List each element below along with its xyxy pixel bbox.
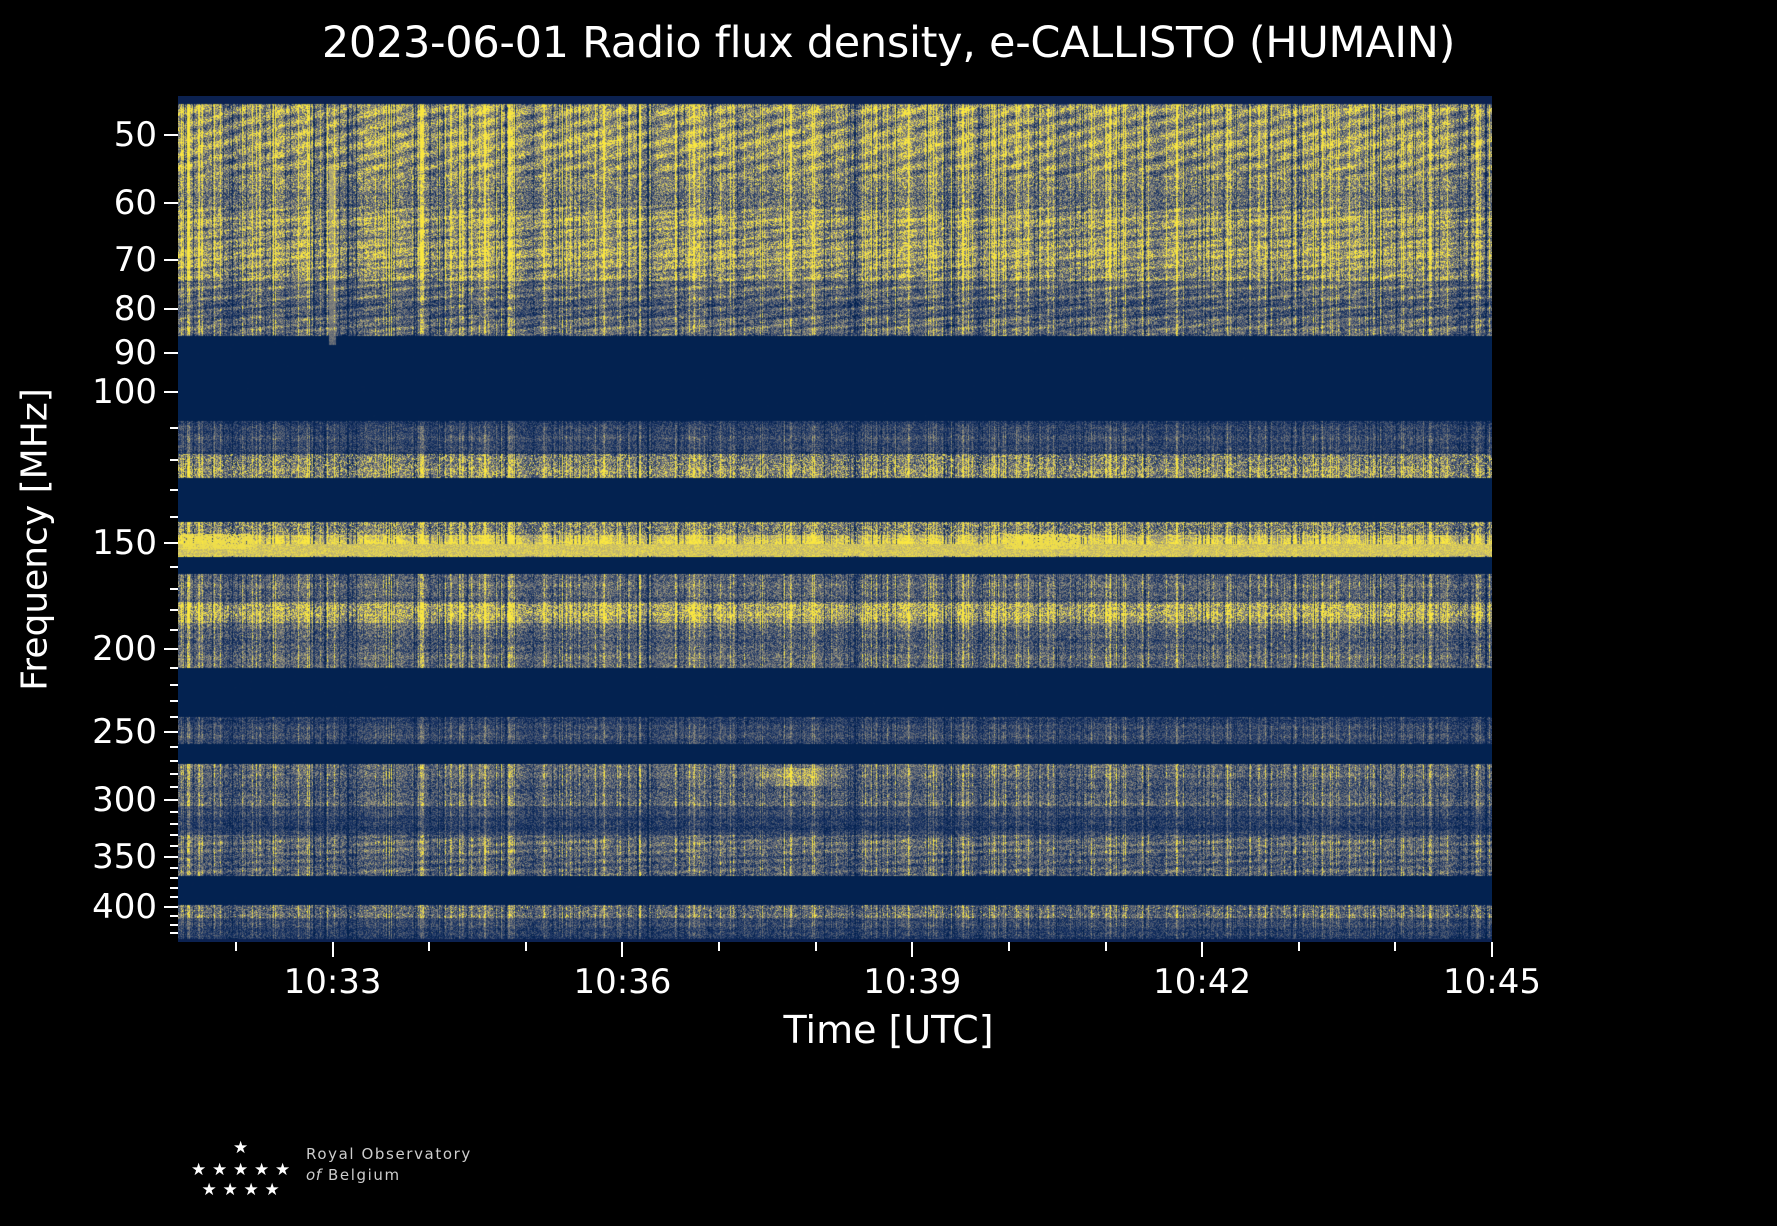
- y-tick-minor: [170, 629, 178, 632]
- logo-star: ★: [222, 1180, 238, 1200]
- y-tick-label-250: 250: [92, 712, 157, 753]
- y-tick-minor: [170, 759, 178, 762]
- spectrogram-image: [178, 96, 1492, 942]
- x-tick-label-10-33: 10:33: [283, 962, 382, 1002]
- x-tick-minor: [814, 942, 817, 951]
- y-tick-label-150: 150: [92, 522, 157, 563]
- logo-star: ★: [264, 1180, 280, 1200]
- logo-star: ★: [191, 1160, 207, 1180]
- logo-of-word: of: [306, 1166, 322, 1184]
- y-tick-minor: [170, 866, 178, 869]
- x-tick-label-10-42: 10:42: [1153, 962, 1252, 1002]
- x-tick-minor: [718, 942, 721, 951]
- y-tick-400: [164, 905, 178, 908]
- y-tick-minor: [170, 834, 178, 837]
- y-tick-minor: [170, 886, 178, 889]
- logo-line-2: of Belgium: [306, 1165, 472, 1186]
- spectrogram-plot-area[interactable]: [178, 96, 1492, 942]
- x-tick-minor: [428, 942, 431, 951]
- y-tick-minor: [170, 565, 178, 568]
- x-tick-10-39: [911, 942, 914, 957]
- x-tick-10-36: [621, 942, 624, 957]
- y-tick-250: [164, 731, 178, 734]
- y-tick-90: [164, 352, 178, 355]
- y-tick-label-400: 400: [92, 886, 157, 927]
- logo-star: ★: [212, 1160, 228, 1180]
- y-tick-minor: [170, 845, 178, 848]
- x-tick-label-10-36: 10:36: [573, 962, 672, 1002]
- y-tick-label-300: 300: [92, 779, 157, 820]
- y-tick-minor: [170, 914, 178, 917]
- x-tick-label-10-45: 10:45: [1443, 962, 1541, 1002]
- logo-text: Royal Observatory of Belgium: [306, 1144, 472, 1186]
- y-tick-350: [164, 856, 178, 859]
- x-tick-minor: [524, 942, 527, 951]
- x-tick-10-45: [1491, 942, 1493, 957]
- y-tick-label-50: 50: [113, 115, 157, 156]
- logo-star: ★: [275, 1160, 291, 1180]
- y-tick-minor: [170, 745, 178, 748]
- y-tick-minor: [170, 609, 178, 612]
- chart-title: 2023-06-01 Radio flux density, e-CALLIST…: [321, 18, 1456, 68]
- x-tick-minor: [1007, 942, 1010, 951]
- y-tick-70: [164, 258, 178, 261]
- y-tick-minor: [170, 786, 178, 789]
- y-tick-minor: [170, 773, 178, 776]
- y-tick-150: [164, 541, 178, 544]
- y-tick-minor: [170, 683, 178, 686]
- y-tick-minor: [170, 932, 178, 935]
- y-tick-label-100: 100: [92, 372, 157, 413]
- x-axis-label: Time [UTC]: [783, 1008, 994, 1052]
- y-tick-minor: [170, 923, 178, 926]
- y-tick-60: [164, 201, 178, 204]
- y-tick-80: [164, 308, 178, 311]
- y-tick-minor: [170, 458, 178, 461]
- y-tick-label-70: 70: [113, 239, 157, 280]
- y-tick-minor: [170, 666, 178, 669]
- y-tick-300: [164, 798, 178, 801]
- y-tick-label-200: 200: [92, 629, 157, 670]
- logo-star: ★: [254, 1160, 270, 1180]
- y-tick-minor: [170, 822, 178, 825]
- y-tick-minor: [170, 588, 178, 591]
- y-tick-minor: [170, 876, 178, 879]
- y-tick-label-80: 80: [113, 289, 157, 330]
- y-tick-minor: [170, 700, 178, 703]
- logo-star: ★: [201, 1180, 217, 1200]
- x-tick-minor: [234, 942, 237, 951]
- y-tick-minor: [170, 896, 178, 899]
- y-tick-minor: [170, 426, 178, 429]
- y-tick-200: [164, 648, 178, 651]
- x-tick-10-33: [331, 942, 334, 957]
- logo-belgium-word: Belgium: [328, 1166, 401, 1184]
- logo-line-1: Royal Observatory: [306, 1145, 472, 1163]
- logo-star: ★: [233, 1138, 249, 1158]
- x-tick-10-42: [1201, 942, 1204, 957]
- y-axis-label: Frequency [MHz]: [14, 388, 56, 691]
- y-tick-label-60: 60: [113, 182, 157, 223]
- x-tick-minor: [1394, 942, 1397, 951]
- logo-star: ★: [243, 1180, 259, 1200]
- y-tick-label-350: 350: [92, 837, 157, 878]
- x-tick-minor: [1297, 942, 1300, 951]
- y-tick-minor: [170, 716, 178, 719]
- y-tick-50: [164, 134, 178, 137]
- logo-stars-icon: ★ ★ ★ ★ ★ ★ ★ ★ ★ ★: [186, 1140, 296, 1202]
- logo-star: ★: [233, 1160, 249, 1180]
- y-tick-100: [164, 391, 178, 394]
- y-tick-minor: [170, 516, 178, 519]
- x-tick-minor: [1104, 942, 1107, 951]
- y-tick-minor: [170, 811, 178, 814]
- y-tick-label-90: 90: [113, 333, 157, 374]
- x-tick-label-10-39: 10:39: [863, 962, 962, 1002]
- y-tick-minor: [170, 488, 178, 491]
- royal-observatory-logo: ★ ★ ★ ★ ★ ★ ★ ★ ★ ★ Royal Observatory of Belgium: [186, 1140, 606, 1210]
